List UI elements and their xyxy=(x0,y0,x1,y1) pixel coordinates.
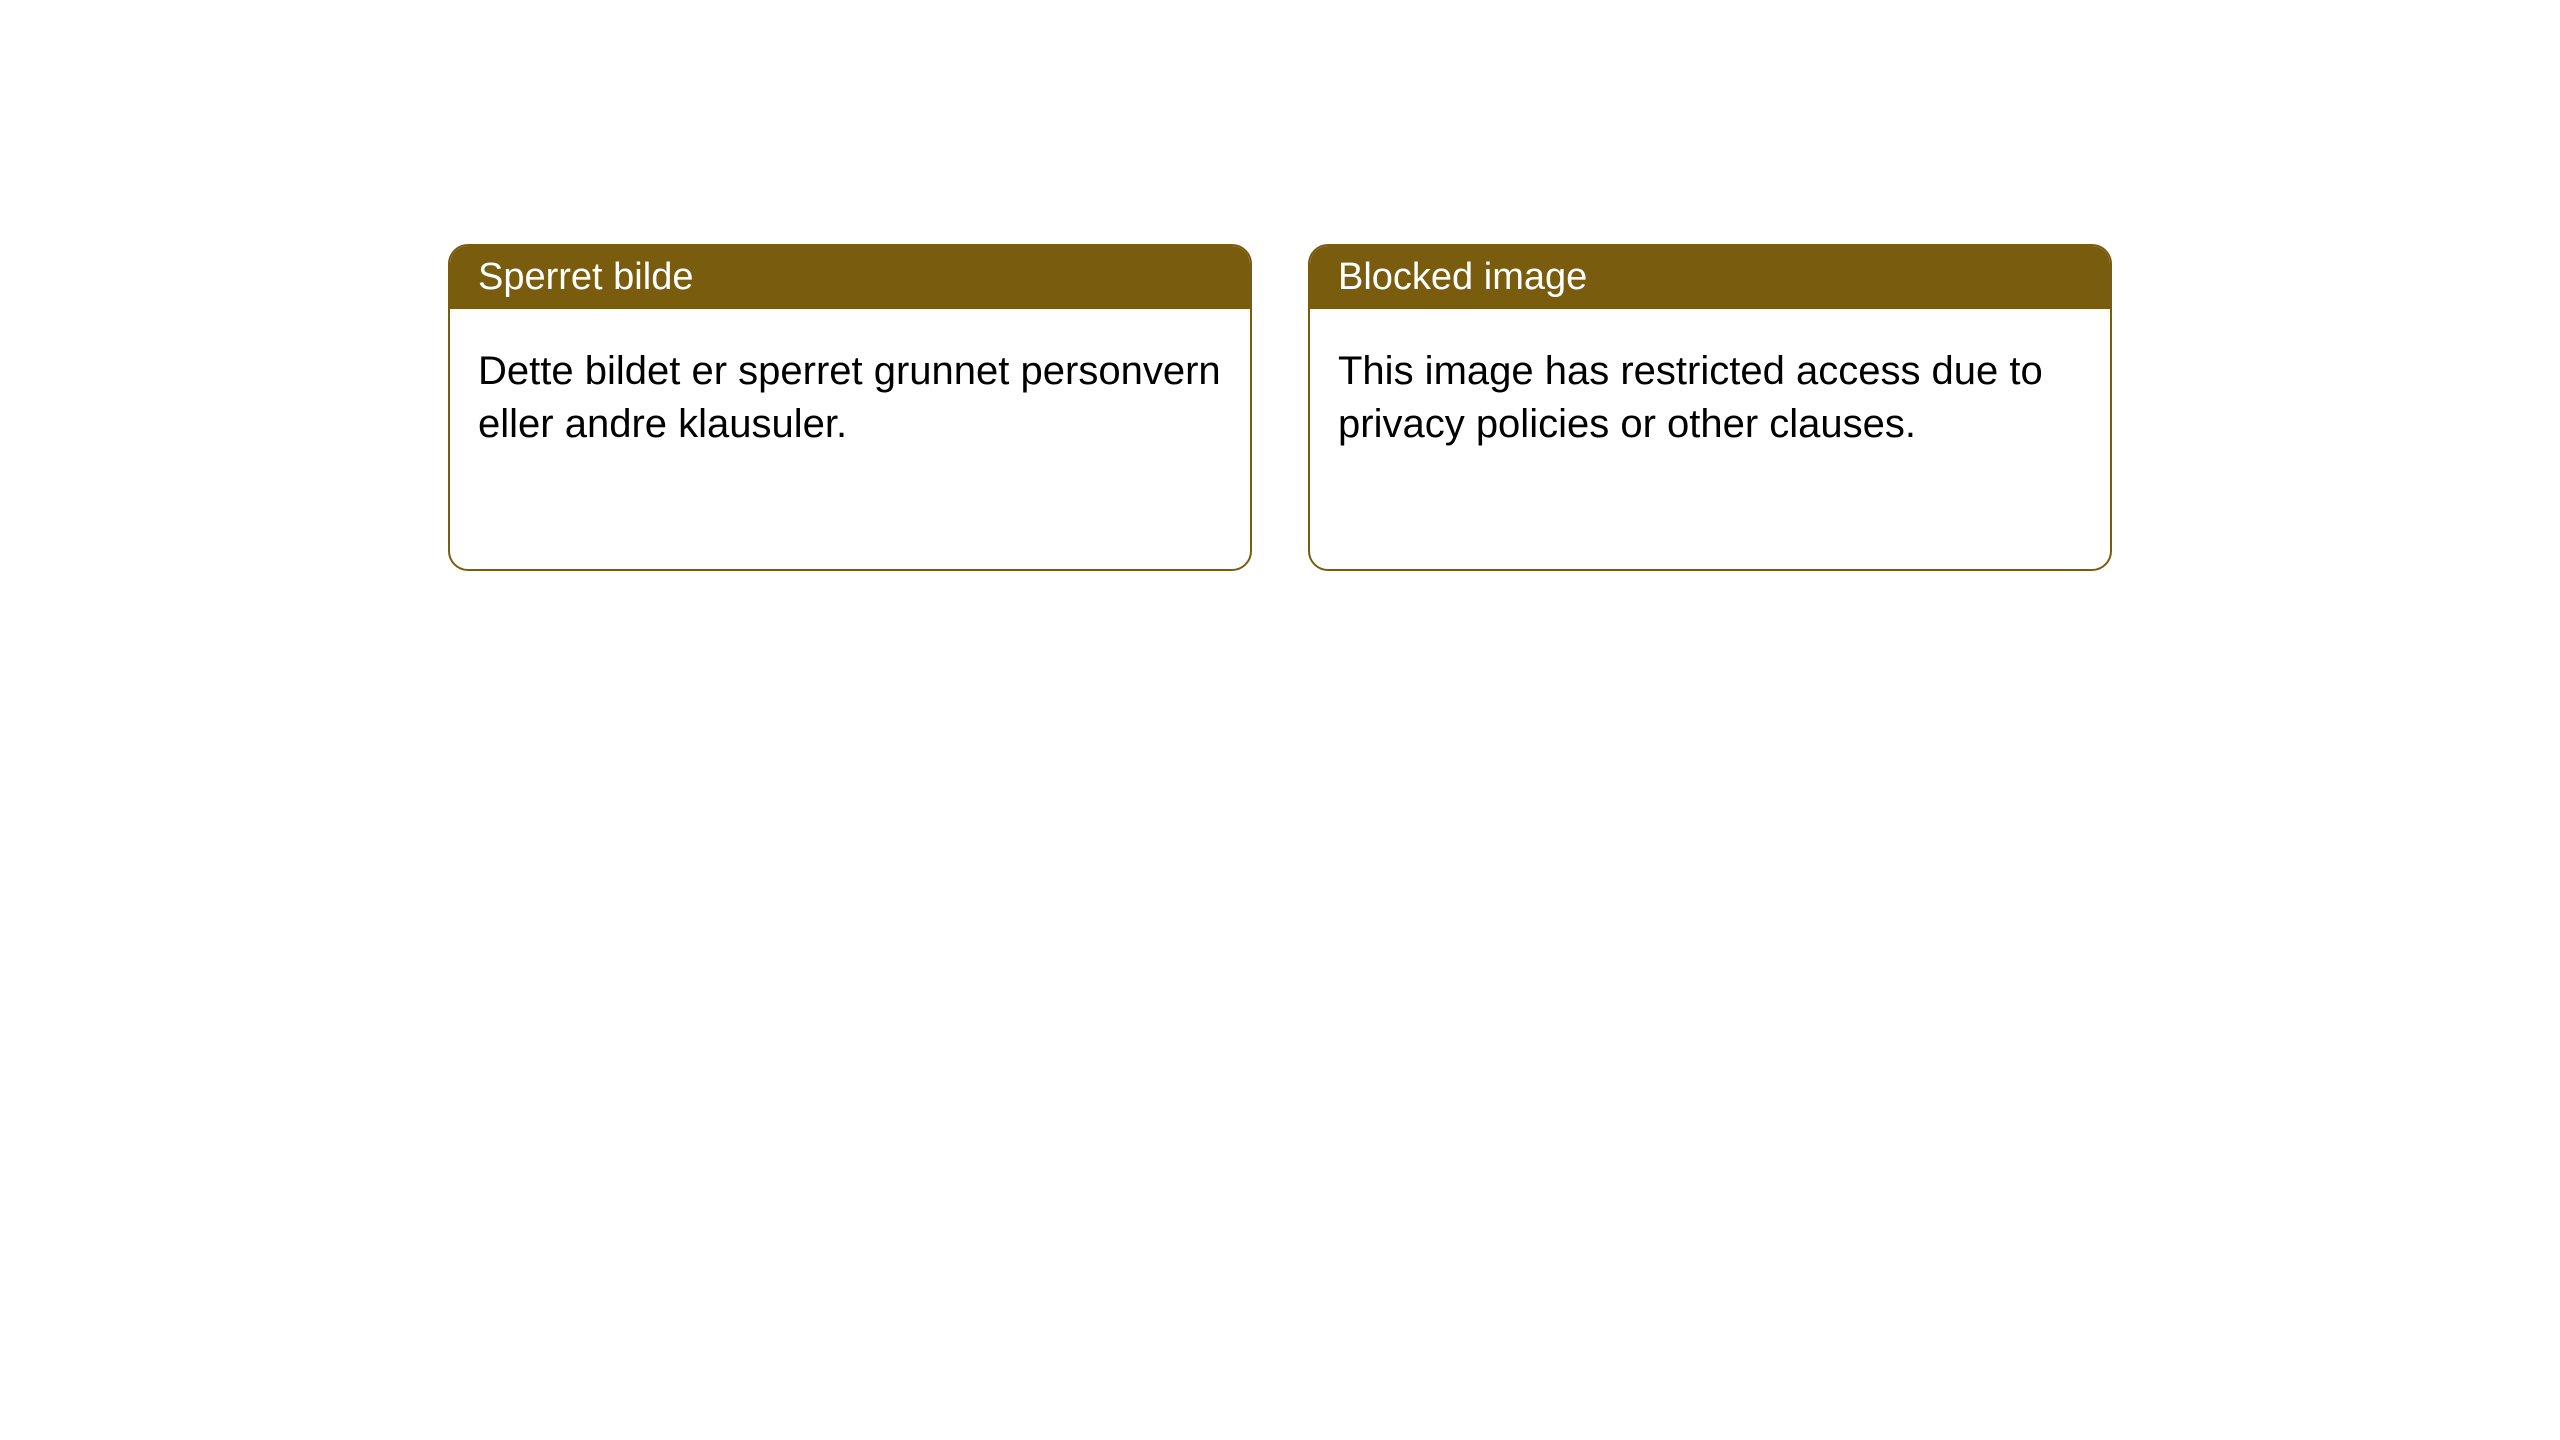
notice-card-title: Sperret bilde xyxy=(450,246,1250,309)
notice-container: Sperret bilde Dette bildet er sperret gr… xyxy=(0,0,2560,571)
notice-card-body: Dette bildet er sperret grunnet personve… xyxy=(450,309,1250,569)
notice-card-body: This image has restricted access due to … xyxy=(1310,309,2110,569)
notice-card-norwegian: Sperret bilde Dette bildet er sperret gr… xyxy=(448,244,1252,571)
notice-card-english: Blocked image This image has restricted … xyxy=(1308,244,2112,571)
notice-card-title: Blocked image xyxy=(1310,246,2110,309)
